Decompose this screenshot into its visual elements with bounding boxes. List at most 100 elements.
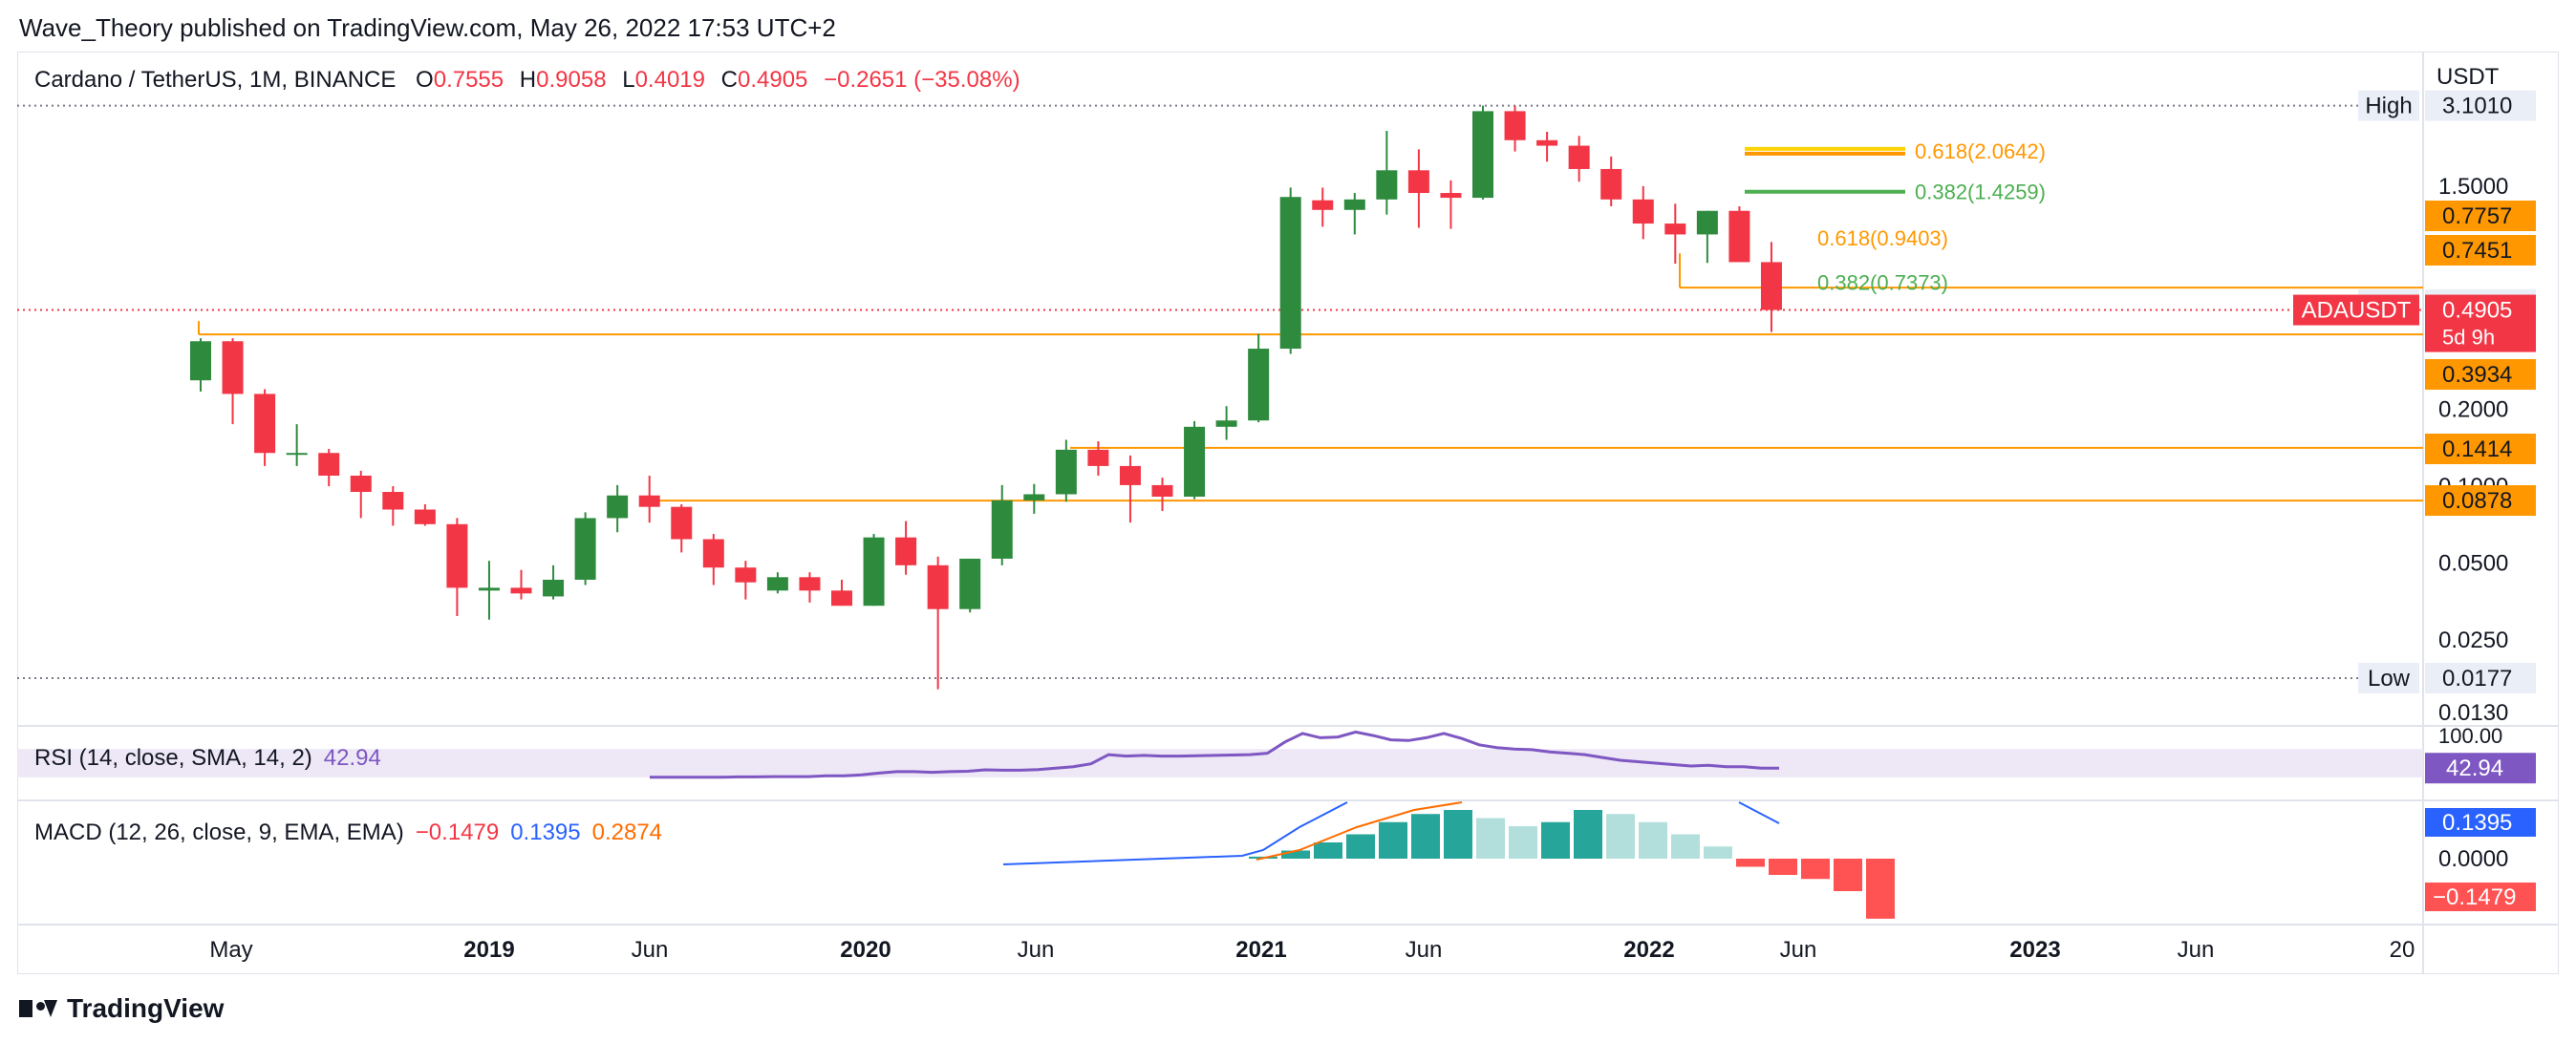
rsi-value: 42.94 [323, 745, 381, 771]
macd-histogram-bar [1541, 821, 1570, 859]
macd-histogram-bar [1314, 842, 1342, 859]
high-label: H [519, 67, 537, 93]
price-tick: 0.0130 [2438, 700, 2508, 726]
fib-label: 0.618(0.9403) [1817, 226, 1948, 250]
level-tag-label-bg [2358, 662, 2419, 693]
macd-histogram-bar [1834, 859, 1862, 891]
rsi-value-tag: 42.94 [2446, 756, 2503, 781]
candle-body [1087, 449, 1109, 466]
level-tag-value: 3.1010 [2442, 94, 2512, 119]
fib-label: 0.618(2.0642) [1915, 139, 2046, 163]
price-tick: 1.5000 [2438, 174, 2508, 200]
candle-body [510, 587, 532, 594]
macd-histogram-bar [1476, 818, 1505, 859]
macd-signal-tag-bg [2425, 808, 2536, 837]
close-value: 0.4905 [738, 67, 808, 93]
candle-body [671, 506, 693, 540]
rsi-top-tick: 100.00 [2438, 724, 2502, 748]
level-tag-value: 0.1414 [2442, 436, 2512, 462]
time-tick: 2021 [1235, 937, 1286, 963]
price-tick: 0.0250 [2438, 628, 2508, 653]
symbol-legend[interactable]: Cardano / TetherUS, 1M, BINANCE O0.7555 … [34, 67, 1020, 94]
candle-body [735, 567, 757, 583]
time-tick: Jun [1018, 937, 1055, 963]
macd-label: MACD (12, 26, close, 9, EMA, EMA) [34, 820, 404, 845]
candle-body [1728, 210, 1750, 263]
macd-histogram-bar [1801, 859, 1830, 880]
candle-body [1279, 197, 1301, 350]
fib-label: 0.382(0.7373) [1817, 270, 1948, 294]
candle-body [766, 577, 788, 591]
candle-body [1407, 170, 1429, 194]
level-tag-value: 0.7451 [2442, 238, 2512, 264]
time-tick: Jun [2178, 937, 2215, 963]
tradingview-logo[interactable]: TradingView [19, 993, 224, 1024]
candle-body [1119, 465, 1141, 485]
macd-histogram-bar [1606, 814, 1635, 859]
candle-body [1215, 420, 1237, 427]
macd-histogram-bar [1704, 846, 1732, 859]
candle-body [222, 341, 244, 394]
low-label: L [622, 67, 635, 93]
candle-body [702, 539, 724, 568]
macd-value-tag-bg [2425, 883, 2536, 911]
candle-body [1151, 484, 1173, 498]
candle-body [1055, 449, 1077, 495]
publish-line: Wave_Theory published on TradingView.com… [19, 13, 836, 42]
candle-body [1696, 210, 1718, 235]
level-tag-value: 0.0177 [2442, 666, 2512, 692]
candle-body [1600, 168, 1622, 200]
candle-body [638, 495, 660, 507]
time-tick: Jun [1406, 937, 1443, 963]
macd-zero-tick: 0.0000 [2438, 846, 2508, 872]
level-tag-label-bg [2358, 90, 2419, 121]
candle-body [1568, 145, 1590, 169]
symbol-tag-bg [2293, 294, 2419, 326]
level-tag-label: Low [2368, 666, 2411, 692]
candle-body [1248, 349, 1270, 421]
macd-histogram-bar [1346, 834, 1375, 859]
candle-body [446, 523, 468, 588]
candle-body [959, 558, 981, 609]
candle-body [254, 394, 276, 454]
time-tick: 2023 [2009, 937, 2060, 963]
level-tag-bg [2425, 201, 2536, 231]
macd-histogram-bar [1574, 810, 1602, 859]
candle-body [1023, 494, 1045, 500]
level-tag-label: High [2365, 94, 2412, 119]
symbol-tag: ADAUSDT [2302, 298, 2412, 324]
macd-signal-value: 0.1395 [510, 820, 581, 845]
low-value: 0.4019 [634, 67, 705, 93]
time-tick: 2022 [1623, 937, 1674, 963]
macd-histogram-bar [1866, 859, 1895, 919]
open-value: 0.7555 [433, 67, 504, 93]
fib-label: 0.382(1.4259) [1915, 181, 2046, 204]
candle-body [318, 453, 340, 477]
rsi-line [650, 730, 1780, 779]
macd-histogram-bar [1671, 834, 1700, 859]
candle-body [863, 537, 885, 607]
macd-legend[interactable]: MACD (12, 26, close, 9, EMA, EMA) −0.1479… [34, 820, 662, 846]
candle-body [1312, 200, 1334, 210]
macd-line-value: −0.1479 [415, 820, 500, 845]
candle-body [1184, 426, 1206, 498]
candle-body [1440, 193, 1462, 199]
last-price-tag: 0.4905 [2442, 298, 2512, 324]
rsi-legend[interactable]: RSI (14, close, SMA, 14, 2) 42.94 [34, 745, 381, 772]
candle-body [1664, 224, 1686, 235]
candle-body [895, 537, 917, 565]
change-value: −0.2651 (−35.08%) [824, 67, 1020, 93]
level-tag-value: 0.7757 [2442, 203, 2512, 229]
candle-body [382, 492, 404, 510]
candle-body [478, 587, 500, 591]
macd-signal-line [1256, 801, 1463, 861]
macd-signal-tag: 0.1395 [2442, 810, 2512, 836]
symbol-title[interactable]: Cardano / TetherUS, 1M, BINANCE [34, 67, 397, 93]
candle-body [414, 509, 436, 524]
candle-body [927, 564, 949, 609]
candle-body [543, 579, 565, 597]
candle-body [831, 590, 852, 607]
time-tick: 20 [2390, 937, 2415, 963]
candle-body [991, 500, 1013, 559]
